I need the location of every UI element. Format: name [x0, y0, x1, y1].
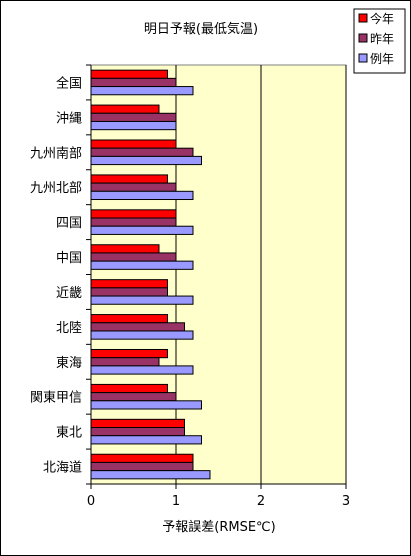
x-tick-label: 2	[257, 494, 265, 509]
bar	[90, 418, 185, 429]
plot-background	[90, 64, 347, 485]
bar	[90, 244, 160, 254]
bar	[90, 392, 177, 402]
bar	[90, 182, 177, 192]
legend-swatch	[358, 13, 368, 23]
legend-swatch	[358, 53, 368, 63]
bar	[90, 147, 194, 157]
bar	[90, 225, 194, 235]
x-tick-label: 3	[342, 494, 350, 509]
bar	[90, 77, 177, 88]
bar	[90, 260, 194, 270]
bar	[90, 139, 177, 149]
category-label: 北陸	[56, 320, 82, 336]
bar	[90, 217, 177, 227]
bar	[90, 435, 202, 445]
bar	[90, 209, 177, 219]
bar	[90, 295, 194, 305]
bar	[90, 155, 202, 166]
x-axis-label: 予報誤差(RMSE℃)	[162, 519, 275, 535]
category-label: 全国	[56, 75, 82, 91]
category-label: 沖縄	[56, 111, 82, 126]
bar	[90, 427, 185, 437]
bar	[90, 461, 194, 472]
x-tick-label: 0	[87, 494, 95, 509]
bar	[90, 69, 168, 79]
category-label: 九州北部	[30, 181, 82, 196]
category-label: 中国	[56, 251, 82, 266]
legend-label: 今年	[370, 11, 394, 26]
bar	[90, 112, 177, 122]
bar	[90, 330, 194, 340]
bar	[90, 470, 211, 480]
bar	[90, 190, 194, 201]
x-tick-label: 1	[172, 494, 180, 509]
bar	[90, 365, 194, 375]
bar	[90, 86, 194, 96]
bar	[90, 348, 168, 359]
category-label: 関東甲信	[30, 390, 82, 406]
bar	[90, 279, 168, 289]
bar	[90, 453, 194, 463]
bar	[90, 383, 168, 394]
bar	[90, 174, 168, 184]
category-label: 北海道	[43, 461, 82, 476]
legend-swatch	[358, 33, 368, 43]
bar	[90, 357, 160, 367]
bar	[90, 322, 185, 332]
category-label: 東海	[56, 355, 82, 371]
category-label: 九州南部	[30, 145, 82, 161]
bar	[90, 104, 160, 114]
bar	[90, 287, 168, 297]
legend-label: 例年	[370, 52, 394, 66]
bar	[90, 252, 177, 262]
category-label: 近畿	[56, 286, 82, 301]
bar	[90, 400, 202, 410]
chart-title: 明日予報(最低気温)	[144, 21, 258, 37]
legend-label: 昨年	[370, 32, 394, 46]
category-label: 四国	[56, 216, 82, 231]
category-label: 東北	[56, 425, 82, 441]
bar	[90, 314, 168, 324]
bar	[90, 120, 177, 131]
